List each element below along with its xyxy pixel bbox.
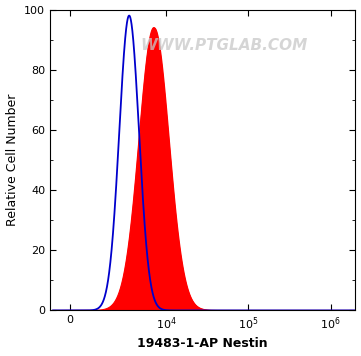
X-axis label: 19483-1-AP Nestin: 19483-1-AP Nestin [138, 337, 268, 350]
Text: WWW.PTGLAB.COM: WWW.PTGLAB.COM [140, 38, 308, 53]
Y-axis label: Relative Cell Number: Relative Cell Number [5, 94, 18, 226]
